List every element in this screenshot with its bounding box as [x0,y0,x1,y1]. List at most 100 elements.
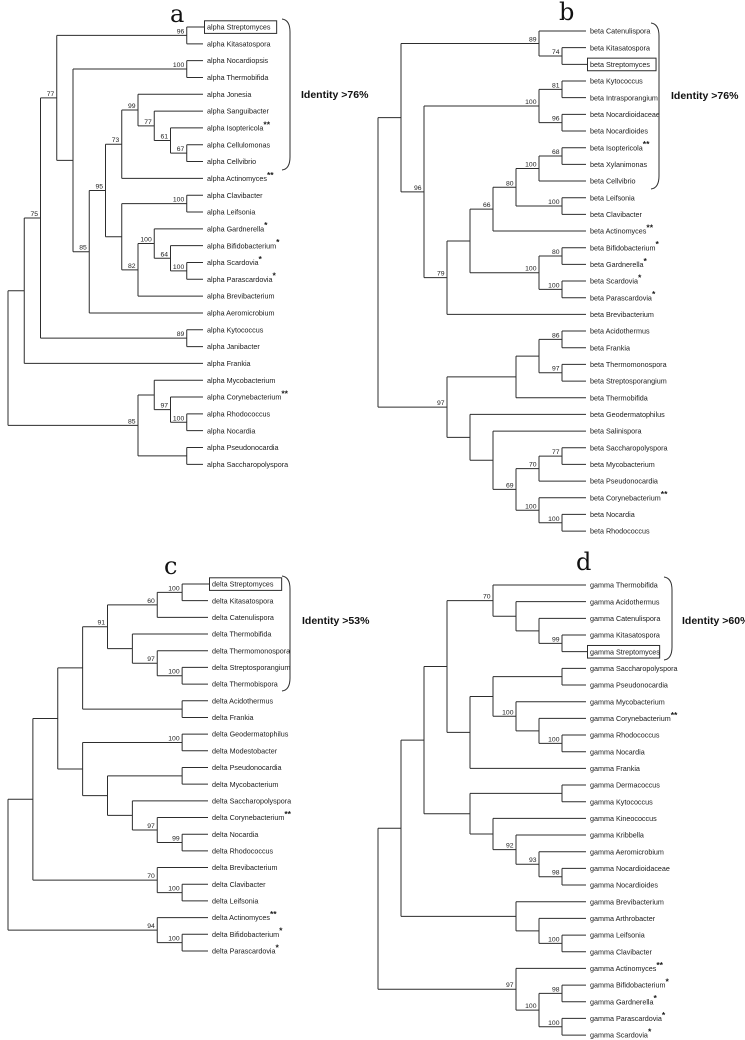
taxon-label: delta Nocardia [212,830,258,839]
taxon-label: alpha Rhodococcus [207,409,271,418]
taxon-label: gamma Streptomyces [590,647,660,656]
bootstrap-value: 79 [437,271,445,278]
taxon-label: beta Nocardioides [590,127,648,136]
taxon-label: beta Kytococcus [590,77,643,86]
taxon-label: alpha Janibacter [207,342,260,351]
bootstrap-value: 70 [483,594,491,601]
taxon-label: beta Cellvibrio [590,177,636,186]
bootstrap-value: 70 [529,462,537,469]
taxon-label: beta Kitasatospora [590,43,650,52]
bootstrap-value: 69 [506,482,514,489]
taxon-label: beta Salinispora [590,427,642,436]
panel-b-identity-label: Identity >76% [671,90,739,102]
taxon-label: beta Isoptericola** [590,139,650,152]
bootstrap-value: 100 [525,162,537,169]
taxon-label: delta Leifsonia [212,897,258,906]
taxon-label: gamma Rhodococcus [590,731,660,740]
bootstrap-value: 70 [147,873,155,880]
bootstrap-value: 100 [168,936,180,943]
bootstrap-value: 80 [506,180,514,187]
bootstrap-value: 74 [552,49,560,56]
taxon-label: beta Leifsonia [590,193,635,202]
significance-marker: * [666,976,670,986]
significance-marker: * [276,942,280,952]
panel-b-tree: beta Catenulispora beta Kitasatospora beta… [377,22,668,536]
taxon-label: alpha Clavibacter [207,191,263,200]
bootstrap-value: 85 [128,418,136,425]
taxon-label: gamma Kineococcus [590,814,657,823]
bootstrap-value: 60 [147,598,155,605]
taxon-label: beta Saccharopolyspora [590,443,668,452]
significance-marker: * [654,993,658,1003]
bootstrap-value: 100 [173,62,185,69]
taxon-label: beta Catenulispora [590,27,650,36]
taxon-label: alpha Scardovia* [207,254,263,267]
bootstrap-value: 98 [552,986,560,993]
bootstrap-value: 100 [548,736,560,743]
taxon-label: beta Mycobacterium [590,460,655,469]
significance-marker: ** [661,489,668,499]
taxon-label: gamma Aeromicrobium [590,847,664,856]
taxon-label: gamma Mycobacterium [590,697,665,706]
bootstrap-value: 97 [147,656,155,663]
bootstrap-value: 64 [160,251,168,258]
taxon-label: delta Pseudonocardia [212,763,282,772]
taxon-label: gamma Actinomyces** [590,960,664,973]
taxon-label: gamma Kitasatospora [590,631,660,640]
taxon-label: alpha Nocardiopsis [207,56,269,65]
bootstrap-value: 100 [168,735,180,742]
bootstrap-value: 89 [177,331,185,338]
bootstrap-value: 100 [525,1003,537,1010]
significance-marker: ** [284,809,291,819]
taxon-label: beta Rhodococcus [590,527,650,536]
taxon-label: alpha Cellvibrio [207,157,256,166]
bootstrap-value: 100 [525,503,537,510]
bootstrap-value: 100 [548,936,560,943]
taxon-label: alpha Kytococcus [207,325,264,334]
significance-marker: * [644,256,648,266]
significance-marker: ** [646,222,653,232]
bootstrap-value: 100 [525,99,537,106]
taxon-box [209,577,283,591]
taxon-label: alpha Pseudonocardia [207,443,279,452]
taxon-label: delta Frankia [212,713,254,722]
bootstrap-value: 81 [552,82,560,89]
significance-marker: * [279,926,283,936]
bootstrap-value: 75 [30,211,38,218]
taxon-label: beta Thermomonospora [590,360,667,369]
bootstrap-value: 99 [552,636,560,643]
significance-marker: * [273,271,277,281]
taxon-label: delta Mycobacterium [212,780,278,789]
identity-bracket [281,575,291,692]
bootstrap-value: 89 [529,37,537,44]
taxon-label: delta Catenulispora [212,613,274,622]
taxon-label: beta Corynebacterium** [590,489,668,502]
taxon-label: delta Thermomonospora [212,646,290,655]
taxon-label: delta Acidothermus [212,696,274,705]
taxon-label: delta Actinomyces** [212,909,277,922]
taxon-label: alpha Nocardia [207,426,255,435]
taxon-label: delta Thermobispora [212,680,278,689]
significance-marker: ** [263,119,270,129]
taxon-label: alpha Thermobifida [207,73,268,82]
panel-d-identity-label: Identity >60% [682,615,745,627]
taxon-label: delta Rhodococcus [212,846,274,855]
bootstrap-value: 61 [160,134,168,141]
taxon-box [587,644,661,659]
bootstrap-value: 100 [140,237,152,244]
significance-marker: ** [656,960,663,970]
significance-marker: * [259,254,263,264]
bootstrap-value: 96 [414,185,422,192]
bootstrap-value: 73 [112,137,120,144]
panel-d-tree: gamma Thermobifida gamma Acidothermus gamm… [377,576,678,1040]
taxon-label: alpha Kitasatospora [207,39,271,48]
taxon-label: gamma Brevibacterium [590,897,664,906]
taxon-label: gamma Leifsonia [590,931,645,940]
significance-marker: * [264,220,268,230]
significance-marker: ** [671,710,678,720]
significance-marker: * [648,1026,652,1036]
bootstrap-value: 97 [147,823,155,830]
taxon-label: alpha Bifidobacterium* [207,237,280,250]
bootstrap-value: 66 [483,202,491,209]
